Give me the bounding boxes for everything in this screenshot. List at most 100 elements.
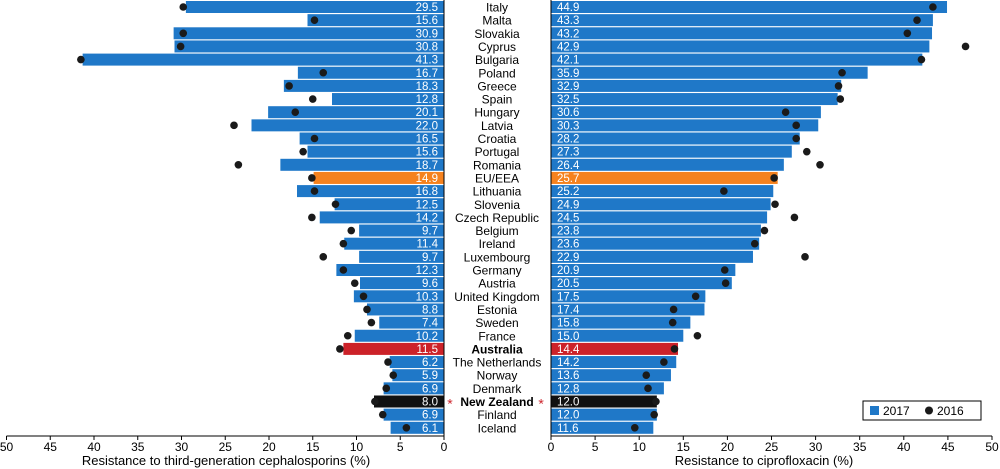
cipro-bar-slovenia <box>551 198 771 211</box>
ceph-2016-dot-italy <box>179 3 188 11</box>
cipro-value-portugal: 27.3 <box>557 147 579 159</box>
ceph-value-germany: 12.3 <box>416 265 438 277</box>
cipro-tick-label-10: 10 <box>633 440 647 454</box>
cipro-tick-label-15: 15 <box>677 440 691 454</box>
legend-2017-swatch <box>870 406 879 415</box>
cipro-value-estonia: 17.4 <box>557 304 580 316</box>
cipro-bar-ireland <box>551 237 760 250</box>
ceph-bar-denmark <box>383 382 444 395</box>
ceph-tick-label-15: 15 <box>306 440 320 454</box>
cipro-value-luxembourg: 22.9 <box>557 252 579 264</box>
ceph-tick-label-40: 40 <box>87 440 101 454</box>
cipro-2016-dot-portugal <box>802 147 811 156</box>
cipro-bar-new-zealand <box>551 395 657 408</box>
cipro-value-italy: 44.9 <box>557 2 579 14</box>
cipro-bar-hungary <box>551 106 821 119</box>
ceph-bar-latvia <box>251 119 444 132</box>
cipro-value-hungary: 30.6 <box>557 107 579 119</box>
ceph-value-estonia: 8.8 <box>422 304 438 316</box>
ceph-2016-dot-finland <box>378 410 387 419</box>
ceph-value-bulgaria: 41.3 <box>416 55 438 67</box>
ceph-bar-portugal <box>307 145 444 158</box>
country-label-slovakia: Slovakia <box>474 27 520 41</box>
ceph-value-united-kingdom: 10.3 <box>416 291 438 303</box>
country-label-bulgaria: Bulgaria <box>475 53 519 67</box>
country-label-new-zealand: New Zealand <box>460 395 533 409</box>
country-label-sweden: Sweden <box>475 316 518 330</box>
ceph-2016-dot-bulgaria <box>77 55 85 64</box>
ceph-tick-label-25: 25 <box>219 440 233 454</box>
cipro-tick-label-25: 25 <box>765 440 779 454</box>
cipro-bar-the-netherlands <box>551 356 677 369</box>
legend-2016-label: 2016 <box>937 404 964 418</box>
ceph-2016-dot-ireland <box>339 239 348 248</box>
ceph-bar-czech-republic <box>319 211 444 224</box>
cipro-value-norway: 13.6 <box>557 370 579 382</box>
ceph-bar-estonia <box>367 303 444 316</box>
star-marker-right: * <box>538 396 544 412</box>
ceph-value-luxembourg: 9.7 <box>422 252 438 264</box>
ceph-bar-australia <box>343 342 444 355</box>
ceph-2016-dot-united-kingdom <box>359 292 368 301</box>
ceph-value-malta: 15.6 <box>416 15 438 27</box>
ceph-2016-dot-norway <box>389 371 398 380</box>
ceph-2016-dot-hungary <box>291 108 300 116</box>
cipro-bar-cyprus <box>551 40 930 53</box>
country-label-cyprus: Cyprus <box>478 40 516 54</box>
cipro-2016-dot-poland <box>838 68 846 77</box>
cipro-value-bulgaria: 42.1 <box>557 55 579 67</box>
country-label-czech-republic: Czech Republic <box>455 211 539 225</box>
ceph-2016-dot-greece <box>285 82 293 90</box>
ceph-tick-label-35: 35 <box>131 440 145 454</box>
ceph-tick-label-0: 0 <box>441 440 448 454</box>
cipro-bar-iceland <box>551 421 654 434</box>
ceph-bar-finland <box>383 408 444 421</box>
cipro-value-czech-republic: 24.5 <box>557 212 579 224</box>
cephalosporin-panel: 29.515.630.930.841.316.718.312.820.122.0… <box>0 0 448 454</box>
ceph-value-belgium: 9.7 <box>422 226 438 238</box>
cipro-tick-label-5: 5 <box>592 440 599 454</box>
ceph-bar-poland <box>297 66 444 79</box>
country-label-estonia: Estonia <box>477 303 517 317</box>
cipro-value-cyprus: 42.9 <box>557 41 579 53</box>
ceph-bar-bulgaria <box>82 53 444 66</box>
country-label-iceland: Iceland <box>478 421 517 435</box>
cipro-tick-label-45: 45 <box>941 440 955 454</box>
ceph-2016-dot-germany <box>339 266 348 274</box>
ceph-bar-italy <box>185 1 444 13</box>
cipro-2016-dot-slovenia <box>771 200 779 209</box>
cipro-2016-dot-finland <box>650 410 658 419</box>
cipro-value-united-kingdom: 17.5 <box>557 291 579 303</box>
ceph-bar-cyprus <box>174 40 444 53</box>
cipro-value-sweden: 15.8 <box>557 318 579 330</box>
country-label-spain: Spain <box>482 93 513 107</box>
ceph-2016-dot-latvia <box>230 121 238 130</box>
ceph-2016-dot-austria <box>350 279 359 287</box>
cipro-bar-estonia <box>551 303 705 316</box>
country-label-lithuania: Lithuania <box>473 185 522 199</box>
country-label-greece: Greece <box>477 79 517 93</box>
cipro-2016-dot-germany <box>720 266 729 274</box>
country-label-croatia: Croatia <box>478 132 517 146</box>
country-label-australia: Australia <box>471 342 523 356</box>
ceph-bar-romania <box>280 158 444 171</box>
ceph-bar-france <box>354 329 444 342</box>
ceph-value-france: 10.2 <box>416 331 438 343</box>
cipro-value-austria: 20.5 <box>557 278 579 290</box>
ceph-bar-norway <box>392 369 444 382</box>
cipro-bar-spain <box>551 93 838 106</box>
ceph-2016-dot-belgium <box>347 226 356 235</box>
cipro-value-greece: 32.9 <box>557 81 579 93</box>
cipro-2016-dot-new-zealand <box>652 397 660 406</box>
ceph-value-lithuania: 16.8 <box>416 186 438 198</box>
ceph-2016-dot-lithuania <box>310 187 319 195</box>
cipro-value-croatia: 28.2 <box>557 134 579 146</box>
cipro-value-malta: 43.3 <box>557 15 579 27</box>
country-label-poland: Poland <box>478 66 515 80</box>
cipro-bar-eu-eea <box>551 171 778 184</box>
cipro-value-the-netherlands: 14.2 <box>557 357 579 369</box>
cipro-bar-greece <box>551 79 842 92</box>
ceph-2016-dot-poland <box>319 68 328 77</box>
country-label-latvia: Latvia <box>481 119 513 133</box>
